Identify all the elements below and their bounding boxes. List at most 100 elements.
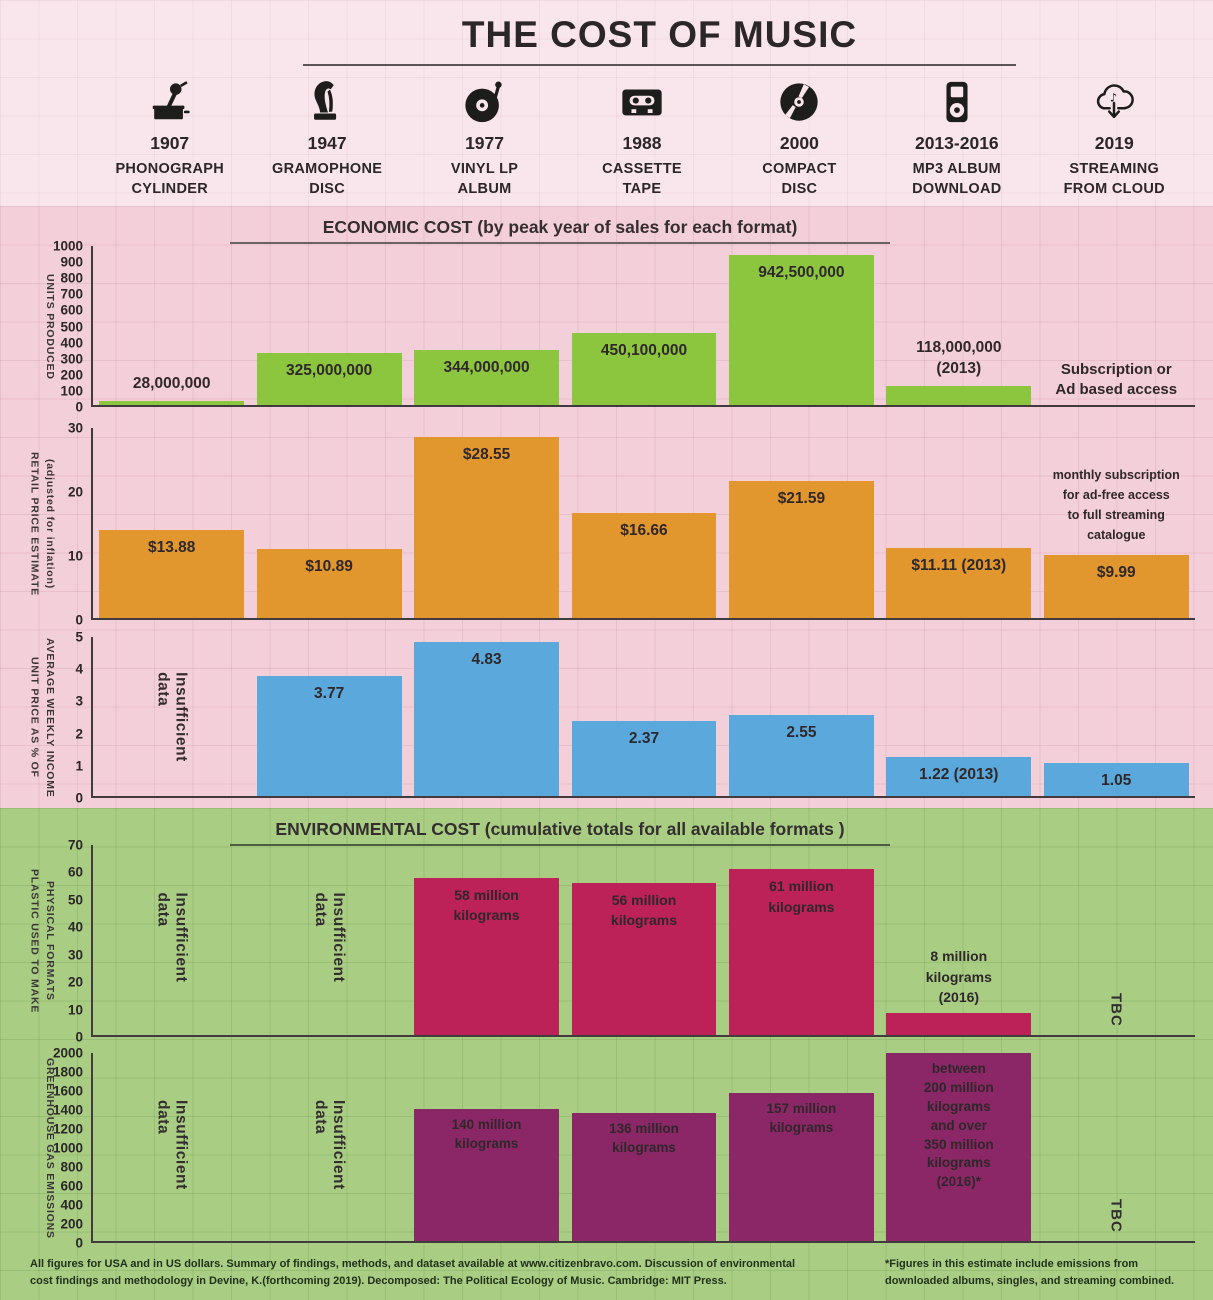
cloud-download-icon: ♪	[1036, 78, 1193, 126]
format-year: 2019	[1094, 133, 1134, 153]
environmental-heading-divider	[230, 844, 890, 846]
chart-column: Insufficient data	[93, 1053, 250, 1241]
bar: 1.05	[1043, 762, 1189, 796]
bar: 58 million kilograms	[414, 877, 559, 1035]
y-tick-label: 3	[75, 693, 83, 709]
y-tick-label: 30	[67, 420, 83, 436]
y-tick-label: 300	[60, 351, 83, 367]
y-tick-label: 2000	[52, 1045, 83, 1061]
y-tick-label: 400	[60, 1197, 83, 1213]
format-name: STREAMING FROM CLOUD	[1063, 161, 1165, 198]
y-tick-label: 900	[60, 254, 83, 270]
chart-column: 325,000,000	[250, 246, 407, 405]
insufficient-data-label: Insufficient data	[312, 892, 348, 983]
bar-value-label: 61 million kilograms	[768, 878, 835, 915]
chart-column: TBC	[1038, 845, 1195, 1035]
chart-column: 4.83	[408, 637, 565, 796]
chart-column: $10.89	[250, 428, 407, 618]
y-tick-label: 100	[60, 383, 83, 399]
chart-column: $21.59	[723, 428, 880, 618]
tbc-label: TBC	[1107, 1199, 1125, 1233]
bar-value-label: 2.55	[786, 723, 817, 741]
y-tick-label: 4	[75, 661, 83, 677]
bar	[99, 400, 245, 405]
insufficient-data-label: Insufficient data	[312, 1100, 348, 1190]
y-tick-label: 200	[60, 1216, 83, 1232]
bar: $10.89	[256, 549, 402, 618]
mp3-player-icon	[878, 78, 1035, 126]
bar-value-label: 942,500,000	[758, 264, 845, 282]
bar: 56 million kilograms	[571, 883, 717, 1035]
format-column-2000: 2000 COMPACT DISC	[721, 78, 878, 200]
chart-column: 1.05	[1038, 637, 1195, 796]
chart-column: 3.77	[250, 637, 407, 796]
y-axis-title: GREENHOUSE GAS EMISSIONS	[0, 1053, 56, 1243]
title-divider	[303, 64, 1016, 66]
bar	[886, 386, 1032, 405]
y-tick-label: 1800	[52, 1064, 83, 1080]
format-year: 1947	[307, 133, 347, 153]
y-axis-ticks: 0 10 20 30 40 50 60 70	[56, 838, 91, 1045]
retail-price-chart: RETAIL PRICE ESTIMATE (adjusted for infla…	[0, 421, 1213, 628]
bar-value-label: $13.88	[148, 539, 196, 557]
bar-value-label: 58 million kilograms	[453, 886, 520, 923]
bar: 3.77	[256, 676, 402, 796]
y-tick-label: 70	[67, 837, 83, 853]
y-tick-label: 800	[60, 1159, 83, 1175]
bar-value-label: 136 million kilograms	[609, 1121, 679, 1156]
bar: $21.59	[728, 481, 874, 618]
cassette-tape-icon	[563, 78, 720, 126]
format-column-2013-2016: 2013-2016 MP3 ALBUM DOWNLOAD	[878, 78, 1035, 200]
y-axis-title-line: PLASTIC USED TO MAKE	[28, 868, 41, 1014]
income-percentage-chart: UNIT PRICE AS % OF AVERAGE WEEKLY INCOME …	[0, 630, 1213, 806]
y-axis-title-line: GREENHOUSE GAS EMISSIONS	[44, 1057, 56, 1239]
y-axis-title: PLASTIC USED TO MAKE PHYSICAL FORMATS	[0, 845, 56, 1037]
bar: 344,000,000	[414, 350, 559, 405]
chart-column: 2.55	[723, 637, 880, 796]
environmental-section-heading: ENVIRONMENTAL COST (cumulative totals fo…	[275, 819, 845, 839]
bar-value-label: 56 million kilograms	[610, 892, 678, 929]
units-produced-chart: UNITS PRODUCED 0 100 200 300 400 500 600 700 800…	[0, 239, 1213, 415]
y-tick-label: 0	[75, 399, 83, 415]
format-year: 1977	[465, 133, 505, 153]
plot-area: Insufficient data Insufficient data 140 mi…	[91, 1053, 1195, 1243]
chart-column: 58 million kilograms	[408, 845, 565, 1035]
y-tick-label: 200	[60, 367, 83, 383]
format-name: MP3 ALBUM DOWNLOAD	[912, 161, 1002, 198]
y-tick-label: 600	[60, 1178, 83, 1194]
y-tick-label: 20	[67, 484, 83, 500]
chart-column: TBC	[1038, 1053, 1195, 1241]
plot-area: 28,000,000 325,000,000 344,000,000 450,100,…	[91, 246, 1195, 407]
chart-column: $11.11 (2013)	[880, 428, 1037, 618]
chart-column: 136 million kilograms	[565, 1053, 722, 1241]
economic-section-band	[0, 206, 1213, 808]
y-tick-label: 400	[60, 335, 83, 351]
y-tick-label: 10	[67, 548, 83, 564]
y-tick-label: 0	[75, 790, 83, 806]
footnote-estimate-asterisk: *Figures in this estimate include emissi…	[885, 1258, 1175, 1287]
insufficient-data-label: Insufficient data	[154, 1100, 190, 1190]
bar-value-label: $11.11 (2013)	[911, 556, 1007, 574]
economic-heading-divider	[230, 242, 890, 244]
chart-column: 2.37	[565, 637, 722, 796]
bar: 2.37	[571, 720, 717, 796]
bar: 325,000,000	[256, 353, 402, 405]
y-tick-label: 50	[67, 892, 83, 908]
bar: $16.66	[571, 512, 717, 618]
plot-area: Insufficient data 3.77 4.83 2.37 2.55 1.22 (2…	[91, 637, 1195, 798]
plastic-use-chart: PLASTIC USED TO MAKE PHYSICAL FORMATS 0 10…	[0, 838, 1213, 1045]
economic-section-heading: ECONOMIC COST (by peak year of sales for…	[322, 217, 798, 237]
bar-value-label: 3.77	[314, 685, 345, 703]
bar-value-label: 1.22 (2013)	[919, 766, 999, 784]
y-tick-label: 500	[60, 319, 83, 334]
y-tick-label: 0	[75, 612, 83, 628]
vinyl-record-icon	[406, 78, 563, 126]
bar: 4.83	[414, 642, 559, 796]
chart-column: Insufficient data	[93, 845, 250, 1035]
bar-value-label: 2.37	[628, 729, 660, 747]
format-column-2019: ♪ 2019 STREAMING FROM CLOUD	[1036, 78, 1193, 200]
format-column-1977: 1977 VINYL LP ALBUM	[406, 78, 563, 200]
bar-value-label: $10.89	[305, 558, 353, 576]
bar-value-label: 450,100,000	[600, 342, 688, 360]
bar-value-label: $28.55	[462, 446, 511, 464]
